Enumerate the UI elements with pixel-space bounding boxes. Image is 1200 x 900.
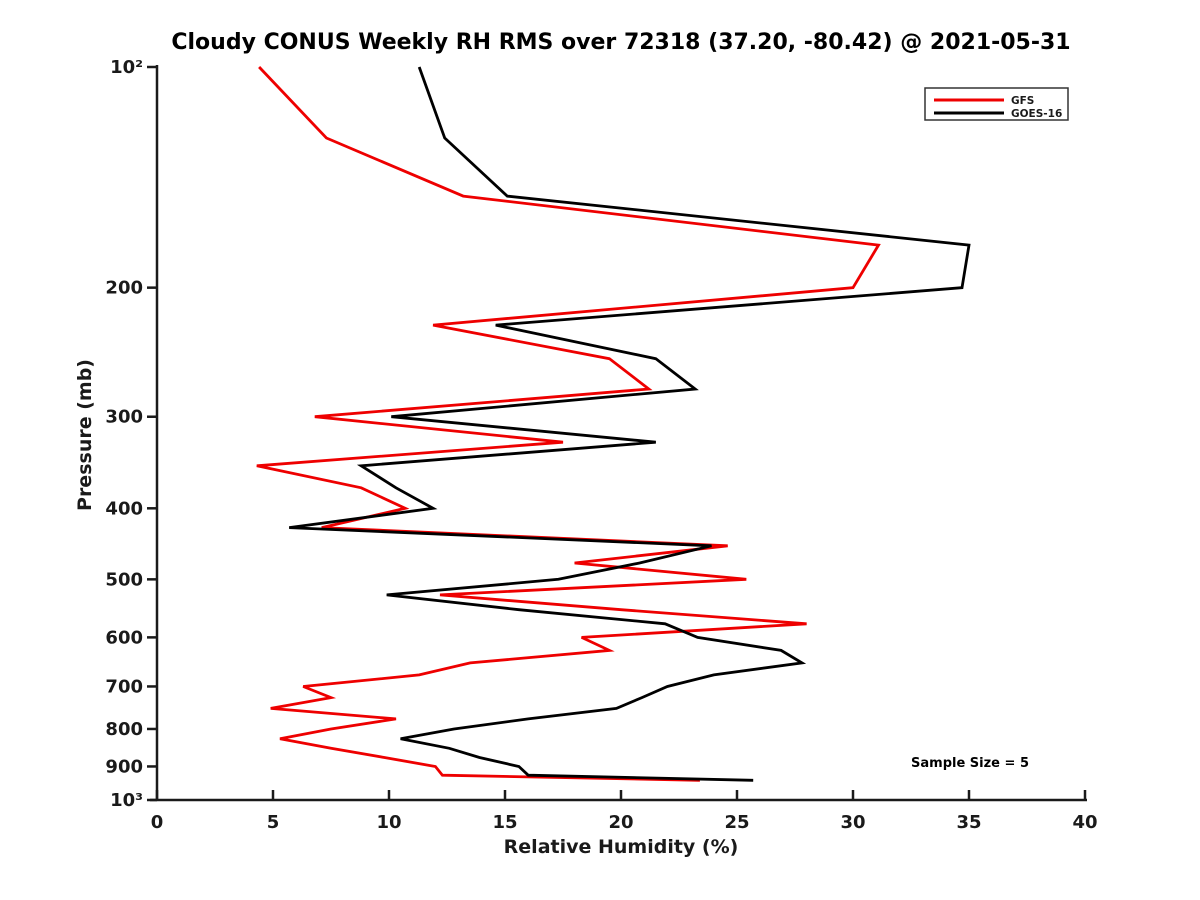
y-tick-label: 600 — [105, 627, 143, 648]
y-tick-label: 900 — [105, 756, 143, 777]
y-tick-label: 300 — [105, 407, 143, 428]
x-tick-label: 15 — [492, 812, 517, 833]
y-tick-label: 400 — [105, 498, 143, 519]
x-tick-label: 5 — [267, 812, 280, 833]
x-tick-label: 30 — [840, 812, 865, 833]
y-tick-label: 700 — [105, 676, 143, 697]
x-tick-label: 10 — [376, 812, 401, 833]
y-tick-label: 800 — [105, 719, 143, 740]
x-tick-label: 20 — [608, 812, 633, 833]
legend-box — [924, 87, 1069, 121]
y-tick-label: 200 — [105, 278, 143, 299]
axes: 0 5 10 15 20 25 30 35 40 10² 200 300 400 500 600 700 800… — [105, 57, 1097, 833]
x-tick-label: 35 — [956, 812, 981, 833]
y-tick-label: 10³ — [110, 790, 143, 811]
x-tick-label: 0 — [151, 812, 164, 833]
y-tick-label: 500 — [105, 569, 143, 590]
chart-title: Cloudy CONUS Weekly RH RMS over 72318 (3… — [171, 30, 1071, 55]
x-tick-label: 40 — [1072, 812, 1097, 833]
x-axis-label: Relative Humidity (%) — [503, 836, 739, 858]
series-line-goes-16 — [289, 66, 971, 782]
series-line-gfs — [256, 66, 881, 782]
y-axis-label: Pressure (mb) — [74, 359, 96, 511]
y-tick-label: 10² — [110, 57, 143, 78]
legend-label-goes-16: GOES-16 — [1011, 108, 1062, 120]
x-tick-label: 25 — [724, 812, 749, 833]
legend-label-gfs: GFS — [1011, 95, 1034, 107]
sample-size-annotation: Sample Size = 5 — [911, 756, 1029, 771]
